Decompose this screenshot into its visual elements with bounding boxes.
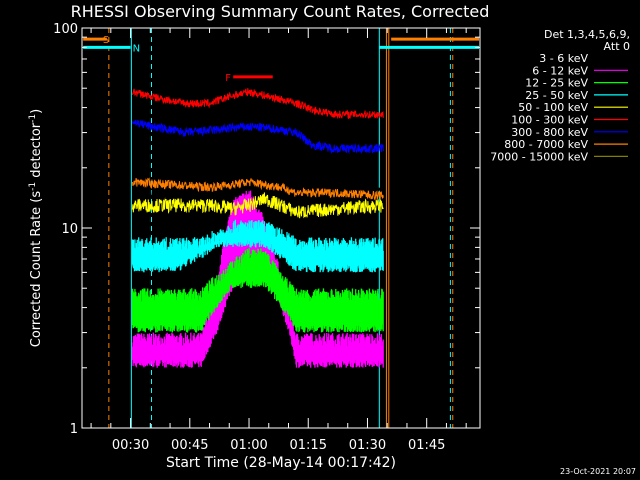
x-axis: 00:30 00:45 01:00 01:15 01:30 01:45 <box>90 28 467 453</box>
flag-label-N: N <box>133 43 140 54</box>
legend-entry-label: 800 - 7000 keV <box>504 138 588 151</box>
x-tick-label: 01:30 <box>349 438 386 453</box>
x-tick-label: 00:45 <box>171 438 208 453</box>
y-axis-label-part: ) <box>29 109 44 114</box>
series-6 <box>132 119 384 155</box>
series-7-line <box>132 88 384 120</box>
y-axis-label-superscript: -1 <box>28 182 38 191</box>
y-axis-label: Corrected Count Rate (s-1 detector-1) <box>28 109 44 347</box>
y-tick-label: 10 <box>61 222 78 237</box>
series-2 <box>131 219 384 273</box>
legend-header-line1: Det 1,3,4,5,6,9, <box>544 28 630 41</box>
y-axis: 1 10 100 <box>53 22 480 437</box>
series-7 <box>132 88 384 120</box>
legend-entry-label: 300 - 800 keV <box>511 126 588 139</box>
legend-entry-label: 12 - 25 keV <box>525 77 588 90</box>
flag-label-S: S <box>103 35 109 46</box>
y-axis-label-superscript: -1 <box>28 114 38 123</box>
timestamp: 23-Oct-2021 20:07 <box>560 467 636 476</box>
flag-label-F: F <box>225 73 231 84</box>
legend-entry-label: 50 - 100 keV <box>518 101 588 114</box>
series-5 <box>132 177 384 200</box>
series-6-line <box>132 119 384 155</box>
y-axis-label-part: detector <box>29 122 44 182</box>
y-axis-label-part: Corrected Count Rate (s <box>29 191 44 348</box>
x-tick-label: 00:30 <box>112 438 149 453</box>
x-tick-label: 01:15 <box>290 438 327 453</box>
legend-entry-label: 3 - 6 keV <box>539 52 588 65</box>
legend-header-line2: Att 0 <box>604 40 630 53</box>
x-axis-label: Start Time (28-May-14 00:17:42) <box>166 455 396 471</box>
x-tick-label: 01:00 <box>230 438 267 453</box>
legend-entry-label: 25 - 50 keV <box>525 89 588 102</box>
series-3-line <box>132 192 384 219</box>
legend-entry-label: 100 - 300 keV <box>511 114 588 127</box>
series-3 <box>132 192 384 219</box>
legend-entry-label: 6 - 12 keV <box>532 64 588 77</box>
y-tick-label: 1 <box>70 422 78 437</box>
plot-area: S N F <box>83 28 479 428</box>
series-1 <box>131 248 384 333</box>
y-tick-label: 100 <box>53 22 78 37</box>
x-tick-label: 01:45 <box>408 438 445 453</box>
legend-entry-label: 7000 - 15000 keV <box>490 150 588 163</box>
chart-title: RHESSI Observing Summary Count Rates, Co… <box>71 2 490 21</box>
series-5-line <box>132 177 384 200</box>
